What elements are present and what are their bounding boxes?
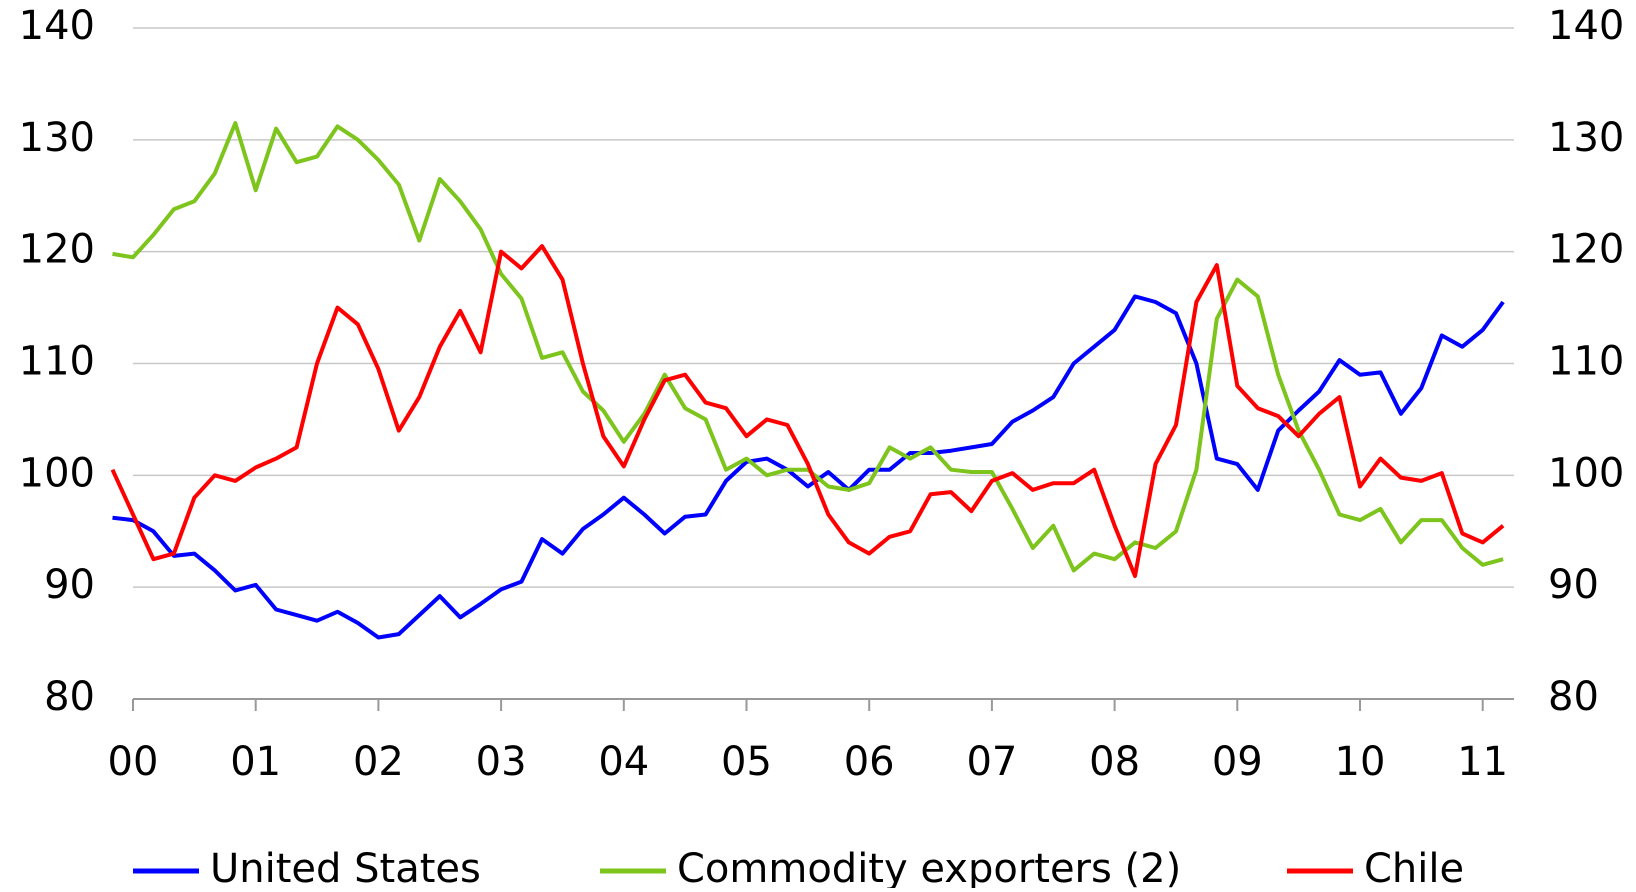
legend-label: Commodity exporters (2): [677, 846, 1181, 888]
series-line: [112, 294, 1505, 640]
x-tick-label: 06: [844, 739, 895, 785]
y-tick-label: 80: [44, 674, 95, 720]
x-tick-label: 02: [353, 739, 404, 785]
x-tick-label: 07: [966, 739, 1017, 785]
y2-tick-label: 130: [1548, 115, 1624, 161]
series-line: [110, 244, 1505, 578]
y2-tick-label: 110: [1548, 339, 1624, 385]
legend-label: United States: [210, 846, 481, 888]
series-line: [112, 121, 1504, 573]
y-tick-label: 90: [44, 562, 95, 608]
x-tick-label: 01: [230, 739, 281, 785]
y2-tick-label: 120: [1548, 227, 1624, 273]
y-tick-label: 140: [19, 3, 95, 49]
y2-tick-label: 140: [1548, 3, 1624, 49]
y2-tick-label: 100: [1548, 450, 1624, 496]
legend-label: Chile: [1364, 846, 1464, 888]
y-tick-label: 110: [19, 339, 95, 385]
x-tick-label: 05: [721, 739, 772, 785]
x-tick-label: 04: [598, 739, 649, 785]
x-tick-label: 03: [476, 739, 527, 785]
y2-tick-label: 90: [1548, 562, 1599, 608]
x-tick-label: 08: [1089, 739, 1140, 785]
y-tick-label: 130: [19, 115, 95, 161]
y2-tick-label: 80: [1548, 674, 1599, 720]
x-tick-label: 09: [1212, 739, 1263, 785]
x-tick-label: 00: [108, 739, 159, 785]
y-tick-label: 120: [19, 227, 95, 273]
y-tick-label: 100: [19, 450, 95, 496]
x-tick-label: 10: [1335, 739, 1386, 785]
x-tick-label: 11: [1457, 739, 1508, 785]
